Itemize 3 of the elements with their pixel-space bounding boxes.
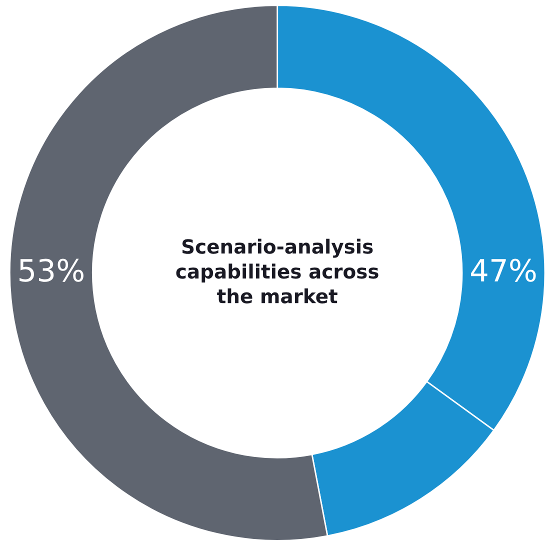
text: Scenario-analysis capabilities across the market <box>176 238 378 304</box>
text: 53% <box>20 258 84 282</box>
text: 47% <box>471 258 536 282</box>
